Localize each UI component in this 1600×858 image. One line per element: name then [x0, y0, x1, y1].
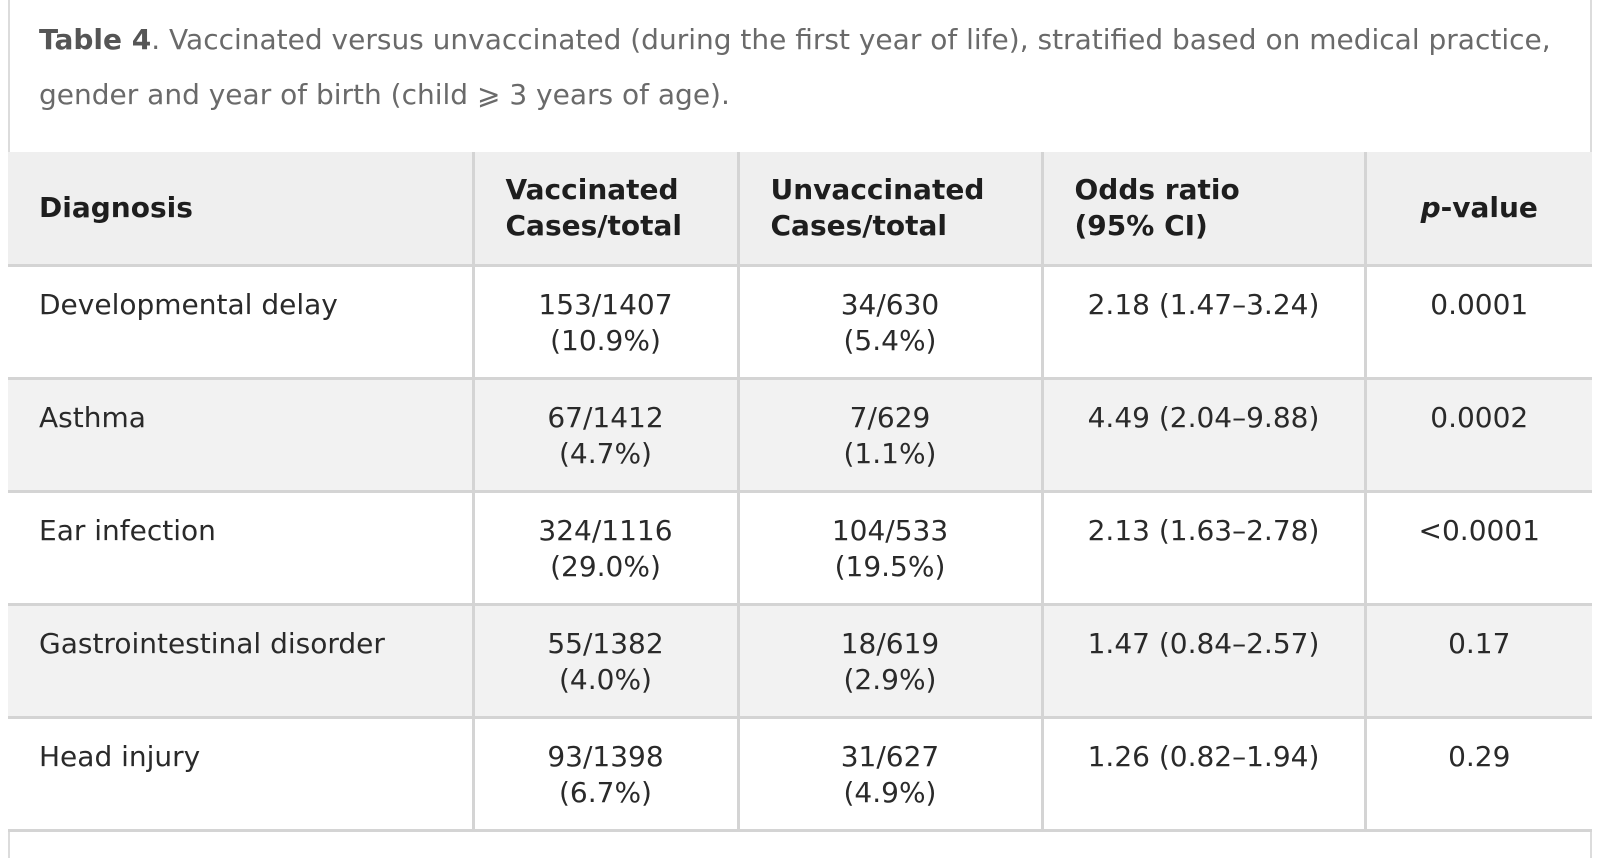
cell-vaccinated-count: 324/1116 [538, 513, 673, 547]
cell-unvaccinated-percent: (2.9%) [843, 662, 937, 696]
table-header-row: Diagnosis Vaccinated Cases/total Unvacci… [8, 152, 1592, 267]
header-unvaccinated: Unvaccinated Cases/total [736, 152, 1044, 267]
cell-vaccinated-percent: (6.7%) [559, 775, 652, 809]
cell-unvaccinated-percent: (5.4%) [843, 323, 937, 357]
table-row: Developmental delay 153/1407 (10.9%) 34/630… [8, 265, 1592, 380]
table-body: Developmental delay 153/1407 (10.9%) 34/630… [8, 265, 1592, 832]
cell-vaccinated-count: 55/1382 [547, 626, 664, 660]
cell-unvaccinated: 31/627 (4.9%) [736, 717, 1044, 832]
cell-unvaccinated-count: 31/627 [840, 739, 940, 773]
cell-p-value: 0.0002 [1363, 378, 1592, 493]
table-row: Ear infection 324/1116 (29.0%) 104/533 (19.5… [8, 491, 1592, 606]
cell-odds-ratio: 2.18 (1.47–3.24) [1040, 265, 1367, 380]
cell-odds-ratio: 1.47 (0.84–2.57) [1040, 604, 1367, 719]
cell-odds-ratio: 2.13 (1.63–2.78) [1040, 491, 1367, 606]
header-vaccinated-line1: Vaccinated [505, 172, 679, 206]
header-unvaccinated-line1: Unvaccinated [770, 172, 985, 206]
cell-vaccinated-count: 67/1412 [547, 400, 664, 434]
cell-unvaccinated-percent: (4.9%) [843, 775, 937, 809]
cell-diagnosis: Head injury [8, 717, 475, 832]
table-caption-label: Table 4 [39, 23, 152, 56]
table-caption-text: . Vaccinated versus unvaccinated (during… [39, 23, 1551, 111]
header-p-value-rest: -value [1440, 190, 1538, 224]
header-odds-ratio: Odds ratio (95% CI) [1040, 152, 1367, 267]
cell-vaccinated: 67/1412 (4.7%) [471, 378, 740, 493]
cell-diagnosis: Gastrointestinal disorder [8, 604, 475, 719]
cell-vaccinated-count: 93/1398 [547, 739, 664, 773]
cell-odds-ratio: 4.49 (2.04–9.88) [1040, 378, 1367, 493]
table-row: Asthma 67/1412 (4.7%) 7/629 (1.1%) 4.49 (2.04… [8, 378, 1592, 493]
cell-unvaccinated-percent: (19.5%) [834, 549, 946, 583]
cell-vaccinated-percent: (4.7%) [559, 436, 652, 470]
cell-vaccinated-count: 153/1407 [538, 287, 673, 321]
table-caption: Table 4. Vaccinated versus unvaccinated … [39, 12, 1559, 122]
cell-unvaccinated: 18/619 (2.9%) [736, 604, 1044, 719]
header-vaccinated-line2: Cases/total [505, 208, 683, 242]
cell-p-value: 0.29 [1363, 717, 1592, 832]
header-vaccinated: Vaccinated Cases/total [471, 152, 740, 267]
cell-p-value: <0.0001 [1363, 491, 1592, 606]
cell-vaccinated-percent: (29.0%) [550, 549, 661, 583]
cell-unvaccinated: 104/533 (19.5%) [736, 491, 1044, 606]
cell-unvaccinated-count: 7/629 [849, 400, 931, 434]
cell-unvaccinated: 7/629 (1.1%) [736, 378, 1044, 493]
cell-unvaccinated-percent: (1.1%) [843, 436, 937, 470]
cell-vaccinated: 324/1116 (29.0%) [471, 491, 740, 606]
header-diagnosis: Diagnosis [8, 152, 475, 267]
table-row: Gastrointestinal disorder 55/1382 (4.0%) 18… [8, 604, 1592, 719]
cell-vaccinated-percent: (4.0%) [559, 662, 652, 696]
cell-vaccinated: 93/1398 (6.7%) [471, 717, 740, 832]
cell-p-value: 0.17 [1363, 604, 1592, 719]
cell-p-value: 0.0001 [1363, 265, 1592, 380]
table-row: Head injury 93/1398 (6.7%) 31/627 (4.9%) 1.26… [8, 717, 1592, 832]
header-odds-ratio-line1: Odds ratio [1074, 172, 1240, 206]
header-odds-ratio-line2: (95% CI) [1074, 208, 1208, 242]
cell-vaccinated: 153/1407 (10.9%) [471, 265, 740, 380]
cell-odds-ratio: 1.26 (0.82–1.94) [1040, 717, 1367, 832]
cell-unvaccinated-count: 18/619 [840, 626, 940, 660]
header-p-value: p-value [1363, 152, 1592, 267]
cell-diagnosis: Ear infection [8, 491, 475, 606]
cell-unvaccinated: 34/630 (5.4%) [736, 265, 1044, 380]
cell-unvaccinated-count: 34/630 [840, 287, 940, 321]
cell-diagnosis: Developmental delay [8, 265, 475, 380]
results-table: Diagnosis Vaccinated Cases/total Unvacci… [8, 152, 1592, 832]
cell-unvaccinated-count: 104/533 [831, 513, 949, 547]
header-p-value-italic: p [1420, 190, 1441, 224]
cell-vaccinated: 55/1382 (4.0%) [471, 604, 740, 719]
cell-vaccinated-percent: (10.9%) [550, 323, 661, 357]
cell-diagnosis: Asthma [8, 378, 475, 493]
header-unvaccinated-line2: Cases/total [770, 208, 948, 242]
